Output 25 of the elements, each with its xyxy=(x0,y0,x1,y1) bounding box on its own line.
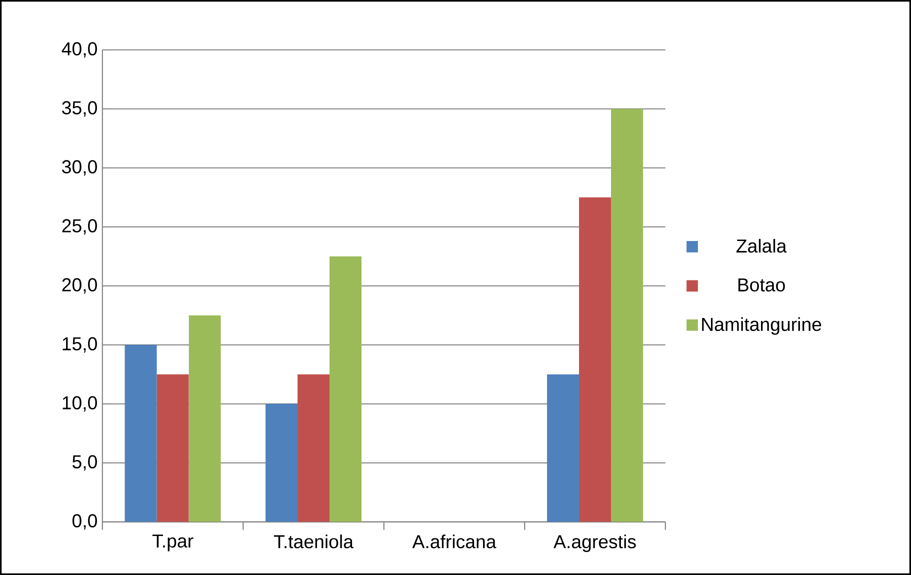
bar xyxy=(579,197,612,522)
bar xyxy=(266,404,298,522)
bar xyxy=(298,374,330,522)
x-tick-label: A.agrestis xyxy=(554,534,636,552)
y-tick-label: 20,0 xyxy=(62,278,97,294)
bar xyxy=(547,374,580,522)
y-tick-label: 10,0 xyxy=(62,396,97,412)
x-tick-label: A.africana xyxy=(412,534,496,548)
y-tick-label: 5,0 xyxy=(72,455,97,471)
x-tick-label: T.taeniola xyxy=(274,534,354,548)
x-tick-label: T.par xyxy=(152,534,194,552)
bar xyxy=(330,256,362,522)
y-tick-label: 25,0 xyxy=(62,219,97,235)
y-tick-label: 40,0 xyxy=(62,42,97,58)
y-tick-label: 35,0 xyxy=(62,101,97,117)
y-tick-label: 30,0 xyxy=(62,160,97,176)
legend-label: Botao xyxy=(738,278,785,292)
y-tick-label: 15,0 xyxy=(62,337,97,353)
y-tick-label: 0,0 xyxy=(72,514,97,530)
legend-label: Zalala xyxy=(736,238,787,253)
bar xyxy=(188,315,221,522)
bar xyxy=(156,374,189,522)
legend-label: Namitangurine xyxy=(702,317,822,335)
bar xyxy=(124,344,157,522)
bar xyxy=(611,108,644,522)
